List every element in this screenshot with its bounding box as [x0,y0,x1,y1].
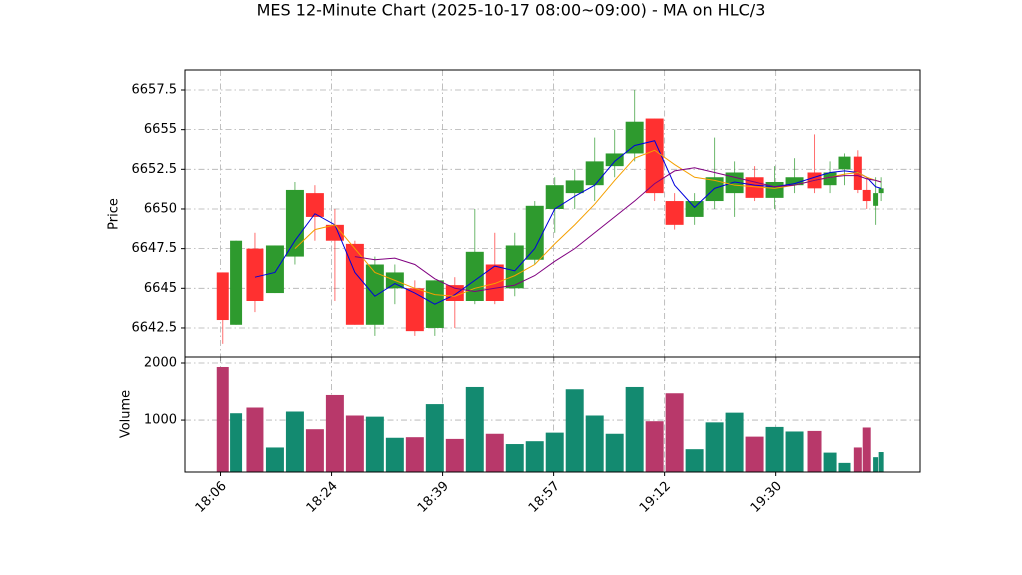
volume-bar [465,386,484,472]
candle-body [485,264,504,301]
candle-body [605,153,624,167]
volume-bar [765,426,784,472]
volume-bar [685,449,704,472]
volume-bar [265,447,284,472]
volume-bar [405,437,424,472]
y-tick-label: 6647.5 [132,241,178,256]
candle-body [862,189,871,202]
volume-bar [345,415,364,472]
volume-bar [665,393,684,472]
y-axis-label: Price [107,198,122,230]
candle-body [645,118,664,194]
candle-body [878,188,884,194]
candle-body [705,177,724,202]
volume-bar [862,427,871,472]
volume-bar [785,431,804,472]
volume-bar [246,407,264,472]
volume-bar [645,421,664,472]
volume-bar [545,432,564,472]
candle-body [305,193,324,217]
candle-body [265,245,284,294]
volume-bar [585,415,604,472]
volume-bar [385,437,404,472]
candle-body [545,185,564,209]
candle-body [765,182,784,198]
volume-bar [325,394,344,472]
candle-body [285,189,304,257]
candle-body [745,177,764,198]
candle-body [465,251,484,301]
y-tick-label: 1000 [144,413,177,428]
volume-bar [485,433,504,472]
volume-bar [838,462,851,472]
x-tick-label: 18:24 [304,479,341,516]
y-tick-label: 2000 [144,355,177,370]
x-tick-label: 18:57 [526,479,563,516]
volume-bar [807,430,822,472]
volume-bar [745,436,764,472]
candle-body [565,180,584,194]
y-axis-label: Volume [119,390,134,438]
candle-body [725,172,744,194]
volume-bar [625,386,644,472]
candle-body [853,156,862,190]
candle-body [365,264,384,325]
y-tick-label: 6657.5 [132,82,178,97]
volume-bar [725,412,744,472]
candle-body [345,243,364,325]
ma-line [354,167,882,292]
volume-bar [878,452,884,472]
y-tick-label: 6645 [144,281,177,296]
candle-body [585,161,604,186]
volume-bar [853,447,862,472]
x-tick-label: 19:30 [748,479,785,516]
volume-bar [565,389,584,472]
candle-body [823,172,837,186]
candle-body [445,285,464,301]
y-tick-label: 6652.5 [132,162,178,177]
x-tick-label: 18:39 [415,479,452,516]
volume-bar [230,413,243,472]
candle-body [525,205,544,260]
candle-body [625,121,644,154]
volume-bar [525,441,544,472]
chart-title: MES 12-Minute Chart (2025-10-17 08:00~09… [257,1,766,20]
volume-bar [425,404,444,472]
volume-bar [505,444,524,472]
volume-bar [365,416,384,472]
candle-body [873,193,879,206]
y-tick-label: 6642.5 [132,320,178,335]
volume-bar [605,433,624,472]
volume-bar [873,457,879,472]
volume-bar [216,366,229,472]
x-tick-label: 18:06 [193,479,230,516]
candle-body [246,248,264,301]
y-tick-label: 6650 [144,201,177,216]
volume-bar [305,429,324,472]
ma-line [254,140,882,305]
candle-body [785,177,804,186]
volume-bar [445,438,464,472]
volume-bar [705,422,724,472]
candle-body [216,272,229,321]
volume-bar [823,452,837,472]
candle-body [665,201,684,225]
volume-bar [285,411,304,472]
y-tick-label: 6655 [144,122,177,137]
candle-body [838,156,851,170]
candle-body [685,201,704,217]
candle-body [405,288,424,332]
candle-body [230,240,243,325]
axes-frame [184,356,921,473]
x-tick-label: 19:12 [637,479,674,516]
